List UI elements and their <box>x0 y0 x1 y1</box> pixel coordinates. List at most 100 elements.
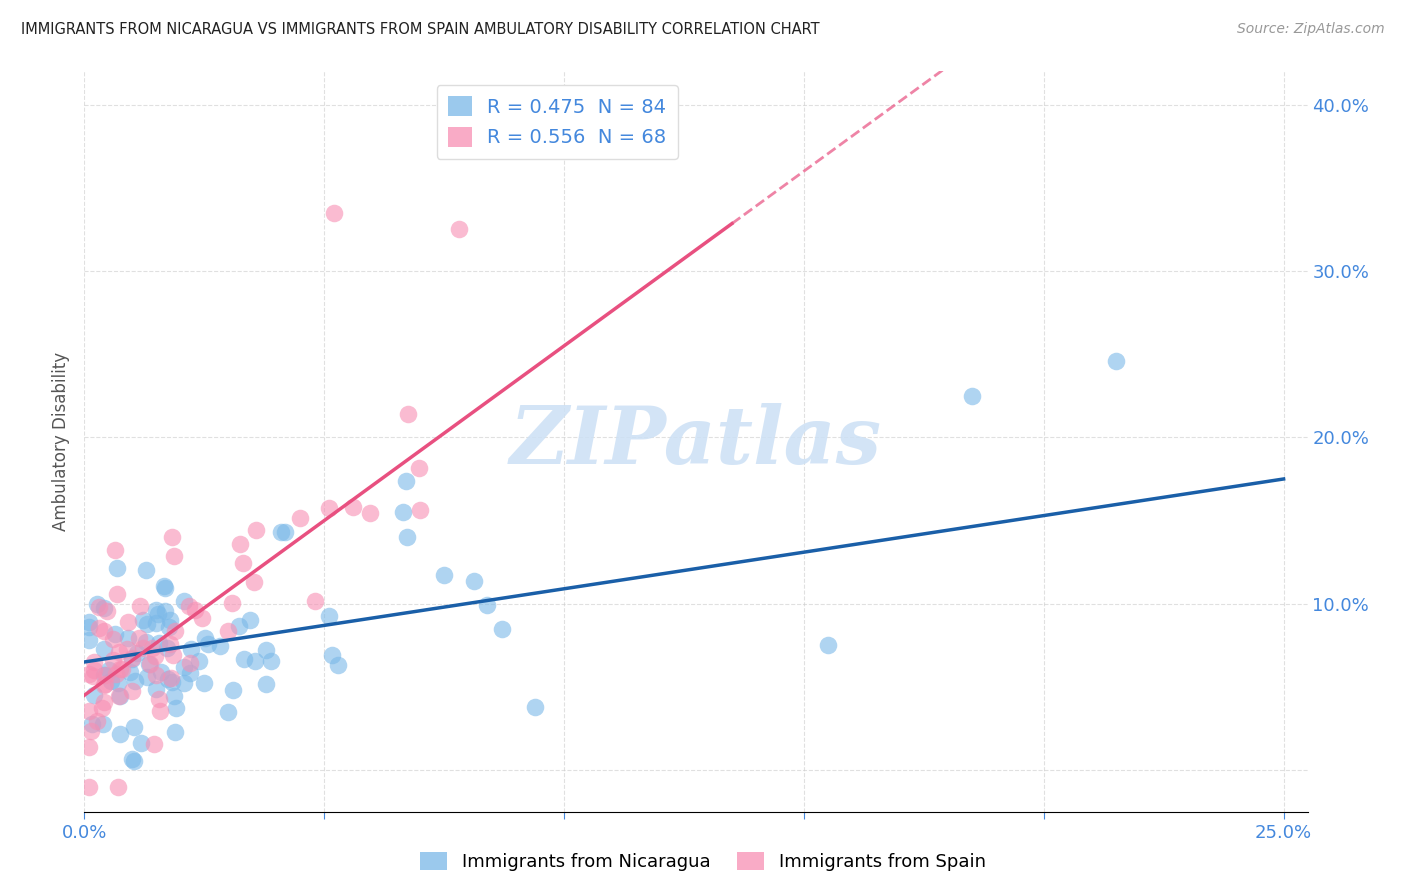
Point <box>87 599 110 614</box>
Point <box>960 389 983 403</box>
Point <box>359 506 381 520</box>
Point <box>273 524 295 539</box>
Point <box>191 611 214 625</box>
Point <box>105 667 128 681</box>
Point <box>228 619 250 633</box>
Point <box>409 503 432 517</box>
Point <box>245 523 267 537</box>
Point <box>145 668 167 682</box>
Point <box>194 632 217 646</box>
Point <box>135 670 157 684</box>
Point <box>121 651 143 665</box>
Text: Source: ZipAtlas.com: Source: ZipAtlas.com <box>1237 22 1385 37</box>
Text: ZIPatlas: ZIPatlas <box>510 403 882 480</box>
Point <box>146 607 169 621</box>
Point <box>179 665 201 680</box>
Point <box>160 674 183 689</box>
Point <box>187 654 209 668</box>
Point <box>94 677 117 691</box>
Point <box>433 568 456 582</box>
Point <box>254 676 277 690</box>
Point <box>232 557 254 571</box>
Point <box>80 716 103 731</box>
Point <box>153 604 176 618</box>
Point <box>217 705 239 719</box>
Point <box>107 780 129 794</box>
Point <box>184 603 207 617</box>
Point <box>150 665 173 680</box>
Text: IMMIGRANTS FROM NICARAGUA VS IMMIGRANTS FROM SPAIN AMBULATORY DISABILITY CORRELA: IMMIGRANTS FROM NICARAGUA VS IMMIGRANTS … <box>21 22 820 37</box>
Point <box>475 598 498 612</box>
Point <box>342 500 364 515</box>
Point <box>156 641 179 656</box>
Point <box>101 652 124 666</box>
Point <box>321 648 343 662</box>
Point <box>91 717 114 731</box>
Point <box>217 624 239 638</box>
Point <box>159 671 181 685</box>
Point <box>91 701 114 715</box>
Point <box>145 681 167 696</box>
Point <box>153 579 176 593</box>
Point <box>132 641 155 656</box>
Point <box>142 737 165 751</box>
Point <box>93 624 115 638</box>
Point <box>239 613 262 627</box>
Point <box>83 664 105 678</box>
Point <box>128 631 150 645</box>
Point <box>136 617 159 632</box>
Point <box>104 627 127 641</box>
Point <box>163 549 186 563</box>
Point <box>173 659 195 673</box>
Point <box>93 678 115 692</box>
Point <box>193 675 215 690</box>
Point <box>87 621 110 635</box>
Point <box>165 700 187 714</box>
Point <box>304 593 326 607</box>
Point <box>135 635 157 649</box>
Point <box>165 624 187 638</box>
Point <box>80 723 103 738</box>
Point <box>391 505 413 519</box>
Point <box>129 736 152 750</box>
Point <box>163 725 186 739</box>
Point <box>463 574 485 588</box>
Y-axis label: Ambulatory Disability: Ambulatory Disability <box>52 352 70 531</box>
Point <box>395 474 418 488</box>
Point <box>159 613 181 627</box>
Point <box>107 675 129 690</box>
Point <box>149 704 172 718</box>
Point <box>129 599 152 614</box>
Point <box>260 654 283 668</box>
Point <box>93 601 115 615</box>
Point <box>159 636 181 650</box>
Point <box>132 613 155 627</box>
Point <box>83 656 105 670</box>
Point <box>221 596 243 610</box>
Point <box>111 662 134 676</box>
Point <box>117 615 139 630</box>
Point <box>86 597 108 611</box>
Point <box>93 695 115 709</box>
Point <box>290 510 312 524</box>
Point <box>77 620 100 634</box>
Point <box>108 662 131 676</box>
Point <box>121 752 143 766</box>
Point <box>124 673 146 688</box>
Point <box>138 657 160 671</box>
Point <box>326 657 349 672</box>
Point <box>97 663 120 677</box>
Point <box>318 608 340 623</box>
Point <box>243 654 266 668</box>
Point <box>108 689 131 703</box>
Point <box>86 714 108 729</box>
Legend: Immigrants from Nicaragua, Immigrants from Spain: Immigrants from Nicaragua, Immigrants fr… <box>413 845 993 879</box>
Point <box>121 652 143 666</box>
Point <box>125 646 148 660</box>
Point <box>179 656 201 670</box>
Point <box>447 222 470 236</box>
Point <box>122 720 145 734</box>
Point <box>110 727 132 741</box>
Point <box>156 672 179 686</box>
Point <box>233 651 256 665</box>
